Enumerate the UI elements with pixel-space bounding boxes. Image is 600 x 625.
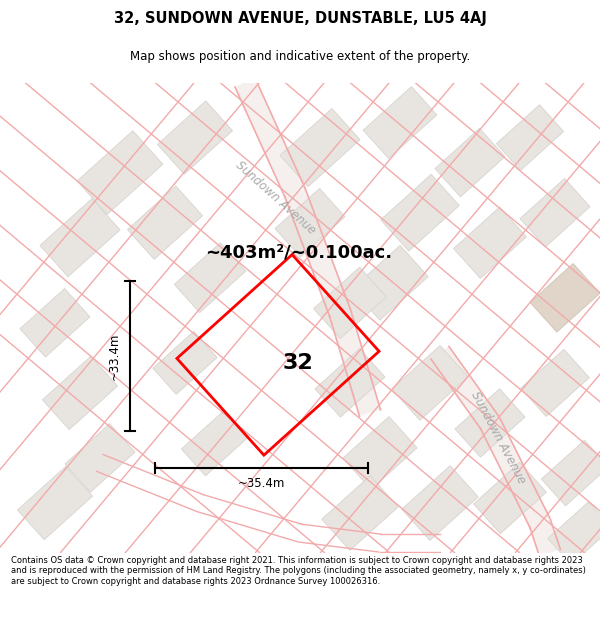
Polygon shape: [285, 189, 350, 317]
Polygon shape: [65, 424, 135, 493]
Polygon shape: [454, 207, 526, 278]
Polygon shape: [431, 346, 499, 429]
Polygon shape: [153, 331, 217, 394]
Text: Sundown Avenue: Sundown Avenue: [233, 159, 317, 237]
Polygon shape: [314, 267, 386, 339]
Text: 32, SUNDOWN AVENUE, DUNSTABLE, LU5 4AJ: 32, SUNDOWN AVENUE, DUNSTABLE, LU5 4AJ: [113, 11, 487, 26]
Polygon shape: [548, 502, 600, 564]
Polygon shape: [343, 417, 417, 489]
Polygon shape: [520, 178, 590, 247]
Polygon shape: [181, 410, 248, 476]
Text: Contains OS data © Crown copyright and database right 2021. This information is : Contains OS data © Crown copyright and d…: [11, 556, 586, 586]
Polygon shape: [530, 264, 600, 332]
Polygon shape: [40, 199, 120, 277]
Polygon shape: [127, 186, 203, 259]
Polygon shape: [435, 128, 505, 197]
Polygon shape: [363, 87, 437, 159]
Polygon shape: [77, 131, 163, 214]
Text: Sundown Avenue: Sundown Avenue: [468, 389, 528, 486]
Polygon shape: [352, 246, 428, 320]
Polygon shape: [329, 309, 380, 416]
Text: ~403m²/~0.100ac.: ~403m²/~0.100ac.: [205, 244, 392, 262]
Polygon shape: [530, 519, 560, 557]
Polygon shape: [380, 174, 460, 251]
Text: ~33.4m: ~33.4m: [107, 332, 121, 379]
Polygon shape: [496, 105, 563, 171]
Text: 32: 32: [283, 353, 313, 373]
Polygon shape: [174, 243, 246, 312]
Text: ~35.4m: ~35.4m: [238, 476, 285, 489]
Polygon shape: [20, 289, 90, 357]
Polygon shape: [280, 109, 360, 187]
Polygon shape: [43, 356, 118, 429]
Polygon shape: [455, 389, 525, 458]
Text: Map shows position and indicative extent of the property.: Map shows position and indicative extent…: [130, 49, 470, 62]
Polygon shape: [541, 440, 600, 506]
Polygon shape: [322, 476, 398, 551]
Polygon shape: [275, 189, 345, 257]
Polygon shape: [17, 466, 92, 540]
Polygon shape: [510, 478, 550, 528]
Polygon shape: [402, 466, 478, 541]
Polygon shape: [315, 349, 385, 417]
Polygon shape: [392, 346, 468, 420]
Polygon shape: [480, 418, 530, 488]
Polygon shape: [521, 349, 589, 416]
Polygon shape: [473, 462, 547, 534]
Polygon shape: [235, 78, 305, 198]
Polygon shape: [157, 101, 233, 174]
